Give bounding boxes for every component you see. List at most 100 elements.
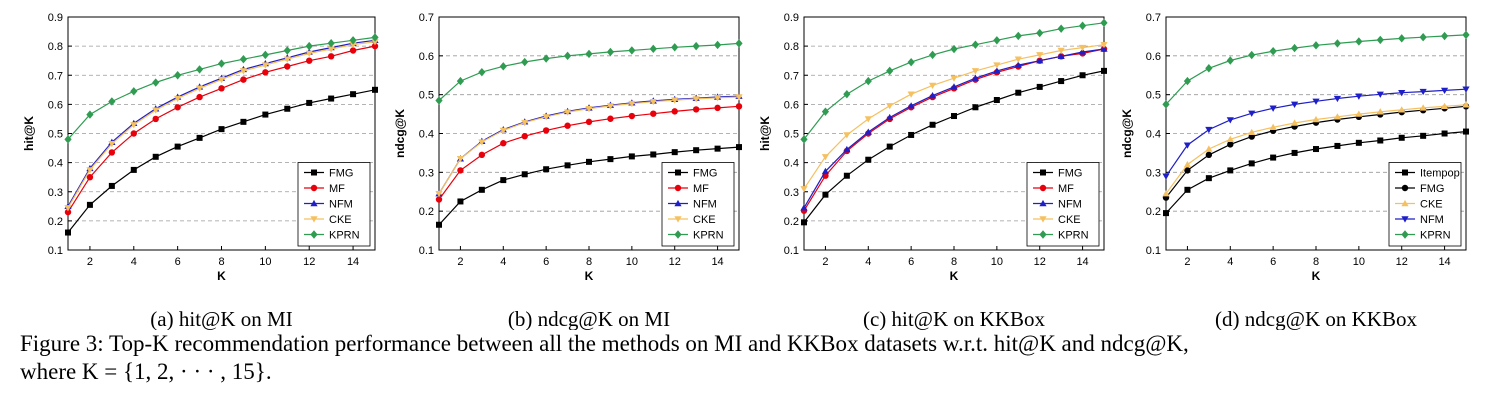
data-point [1057,52,1065,60]
data-point [950,75,958,82]
x-tick-label: 2 [1184,256,1190,268]
data-point [650,110,657,117]
data-point [542,127,550,134]
data-point [456,156,465,163]
y-tick-label: 0.8 [48,41,63,53]
y-tick-label: 0.1 [48,245,63,257]
series-fmg [65,86,378,236]
data-point [327,39,335,48]
y-tick-label: 0.9 [48,12,63,24]
data-point [1269,46,1277,56]
subcaption: (d) ndcg@K on KKBox [1215,307,1417,330]
plot-frame [803,16,1105,251]
x-tick-label: 14 [711,256,723,268]
data-point [1334,142,1341,149]
data-point [349,41,357,49]
data-point [671,43,679,52]
legend-entry: CKE [1058,214,1081,226]
data-point [1226,135,1234,143]
x-tick-label: 12 [669,256,681,268]
data-point [1269,105,1277,112]
data-point [350,91,357,98]
x-tick-label: 8 [218,256,224,268]
data-point [1355,110,1363,117]
data-point [1036,28,1044,38]
legend-entry: KPRN [329,230,360,242]
y-tick-label: 0.6 [48,99,63,111]
data-point [585,49,593,59]
data-point [327,53,335,60]
data-point [1205,175,1212,182]
data-point [86,173,94,181]
data-point [864,128,872,135]
data-point [1162,173,1170,180]
data-point [713,40,722,50]
legend-swatch-marker [1401,184,1409,192]
data-point [86,110,94,119]
data-point [542,54,550,63]
chart-1: 0.1 0.2 0.3 0.4 0.5 0.6 0.7 0.8 0.9 2 4 6 8 10 12 14 Khi… [22,12,379,330]
data-point [239,55,248,64]
legend-swatch-marker [310,199,318,207]
y-tick-label: 0.8 [784,41,799,53]
data-point [217,59,226,68]
legend-swatch-marker [674,199,682,207]
y-tick-label: 0.1 [784,245,799,257]
data-point [130,166,137,173]
data-point [929,121,936,128]
data-point [606,47,615,57]
data-point [371,39,379,46]
series-fmg [436,144,742,228]
x-tick-label: 8 [586,256,592,268]
series-kprn [800,18,1108,144]
data-point [1419,88,1427,96]
y-tick-label: 0.7 [419,12,434,24]
data-point [435,190,443,198]
legend-entry: NFM [1420,214,1444,226]
legend-entry: FMG [1420,183,1444,195]
data-point [822,191,829,198]
data-point [1440,31,1449,41]
plot-frame [438,16,740,251]
legend-swatch-marker [1401,216,1409,223]
legend-entry: FMG [693,168,717,180]
x-tick-label: 10 [991,256,1003,268]
series-itempop [1163,128,1469,217]
x-tick-label: 4 [865,256,871,268]
legend-box [297,162,371,247]
data-point [305,41,313,51]
data-point [543,166,550,173]
data-point [1057,47,1065,55]
y-tick-label: 0.5 [48,129,63,141]
y-tick-label: 0.3 [419,167,434,179]
data-point [1014,31,1022,41]
data-point [800,135,808,144]
data-point [993,62,1001,69]
data-point [564,162,571,169]
subcaption: (c) hit@K on KKBox [863,307,1046,330]
series-cke [64,39,379,212]
data-point [239,68,248,75]
data-point [218,85,225,92]
data-point [1036,52,1044,59]
data-point [1101,67,1107,74]
data-point [1376,91,1384,98]
data-point [1248,50,1256,60]
data-point [843,89,851,99]
data-point [886,113,894,121]
legend-swatch-marker [674,216,682,223]
data-point [735,103,743,110]
data-point [586,158,592,165]
data-point [64,208,72,216]
series-kprn [435,39,743,105]
legend-swatch-marker [310,230,318,239]
data-point [606,103,615,110]
y-tick-label: 0.3 [1146,167,1161,179]
legend: FMG MF NFM CKE KPRN [297,162,371,247]
data-point [1462,101,1470,108]
data-point [886,103,894,110]
legend-entry: MF [329,183,345,195]
data-point [195,85,204,92]
